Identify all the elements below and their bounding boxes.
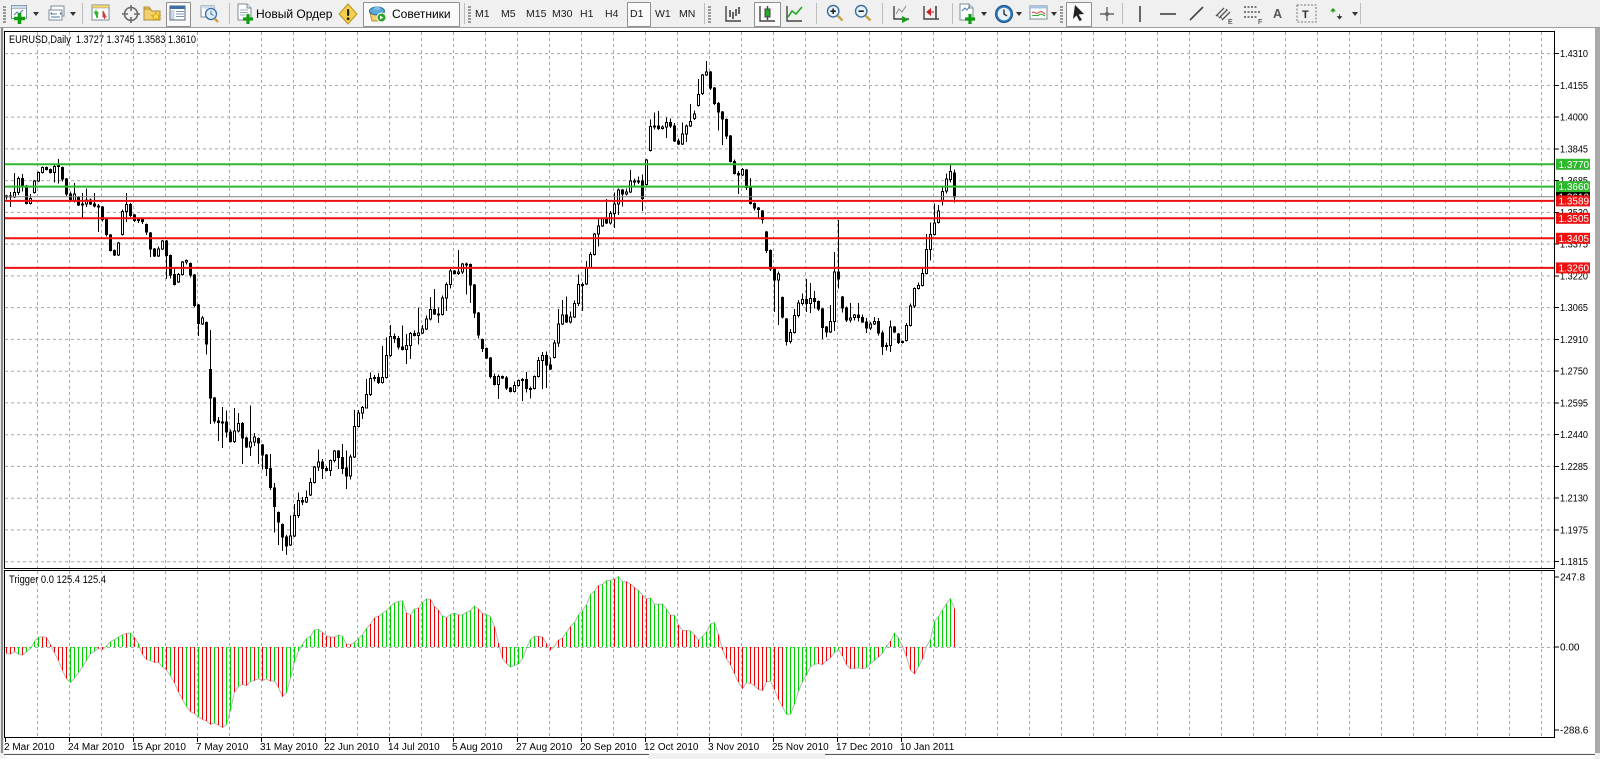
svg-text:1.2750: 1.2750 xyxy=(1560,367,1588,378)
svg-text:17 Dec 2010: 17 Dec 2010 xyxy=(836,742,893,753)
svg-text:2 Mar 2010: 2 Mar 2010 xyxy=(4,742,55,753)
svg-text:-288.6: -288.6 xyxy=(1560,726,1589,737)
svg-text:1.2130: 1.2130 xyxy=(1560,494,1588,505)
svg-text:T: T xyxy=(1302,9,1309,21)
svg-text:3 Nov 2010: 3 Nov 2010 xyxy=(708,742,760,753)
svg-text:1.3845: 1.3845 xyxy=(1560,144,1588,155)
svg-text:1.3589: 1.3589 xyxy=(1559,196,1590,207)
svg-text:1.3505: 1.3505 xyxy=(1559,214,1590,225)
svg-text:1.2910: 1.2910 xyxy=(1560,335,1588,346)
svg-text:1.3065: 1.3065 xyxy=(1560,303,1588,314)
svg-text:25 Nov 2010: 25 Nov 2010 xyxy=(772,742,829,753)
svg-text:1.4310: 1.4310 xyxy=(1560,49,1588,60)
svg-text:1.2440: 1.2440 xyxy=(1560,430,1588,441)
svg-text:1.3660: 1.3660 xyxy=(1559,182,1590,193)
svg-text:1.1815: 1.1815 xyxy=(1560,557,1588,568)
svg-text:1.1975: 1.1975 xyxy=(1560,525,1588,536)
svg-text:1.3220: 1.3220 xyxy=(1560,271,1588,282)
svg-text:15 Apr 2010: 15 Apr 2010 xyxy=(132,742,186,753)
svg-text:E: E xyxy=(1228,19,1233,26)
svg-text:1.2285: 1.2285 xyxy=(1560,462,1588,473)
svg-text:7 May 2010: 7 May 2010 xyxy=(196,742,249,753)
svg-text:12 Oct 2010: 12 Oct 2010 xyxy=(644,742,699,753)
svg-text:5 Aug 2010: 5 Aug 2010 xyxy=(452,742,503,753)
svg-text:247.8: 247.8 xyxy=(1560,573,1585,584)
svg-text:20 Sep 2010: 20 Sep 2010 xyxy=(580,742,637,753)
svg-text:0.00: 0.00 xyxy=(1560,643,1580,654)
svg-text:EURUSD,Daily 1.3727 1.3745 1.: EURUSD,Daily 1.3727 1.3745 1.3583 1.3610 xyxy=(9,34,196,46)
svg-text:14 Jul 2010: 14 Jul 2010 xyxy=(388,742,440,753)
svg-text:1.2595: 1.2595 xyxy=(1560,398,1588,409)
svg-text:24 Mar 2010: 24 Mar 2010 xyxy=(68,742,125,753)
svg-text:22 Jun 2010: 22 Jun 2010 xyxy=(324,742,379,753)
svg-text:1.3405: 1.3405 xyxy=(1559,234,1590,245)
svg-text:1.3770: 1.3770 xyxy=(1559,160,1590,171)
svg-text:27 Aug 2010: 27 Aug 2010 xyxy=(516,742,573,753)
svg-text:31 May 2010: 31 May 2010 xyxy=(260,742,318,753)
svg-text:F: F xyxy=(1258,19,1262,26)
svg-text:1.3375: 1.3375 xyxy=(1560,240,1588,251)
svg-text:1.3260: 1.3260 xyxy=(1559,263,1590,274)
svg-text:1.4155: 1.4155 xyxy=(1560,81,1588,92)
svg-text:1.4000: 1.4000 xyxy=(1560,113,1588,124)
svg-text:Trigger 0.0 125.4 125.4: Trigger 0.0 125.4 125.4 xyxy=(9,574,106,586)
svg-text:10 Jan 2011: 10 Jan 2011 xyxy=(900,742,955,753)
